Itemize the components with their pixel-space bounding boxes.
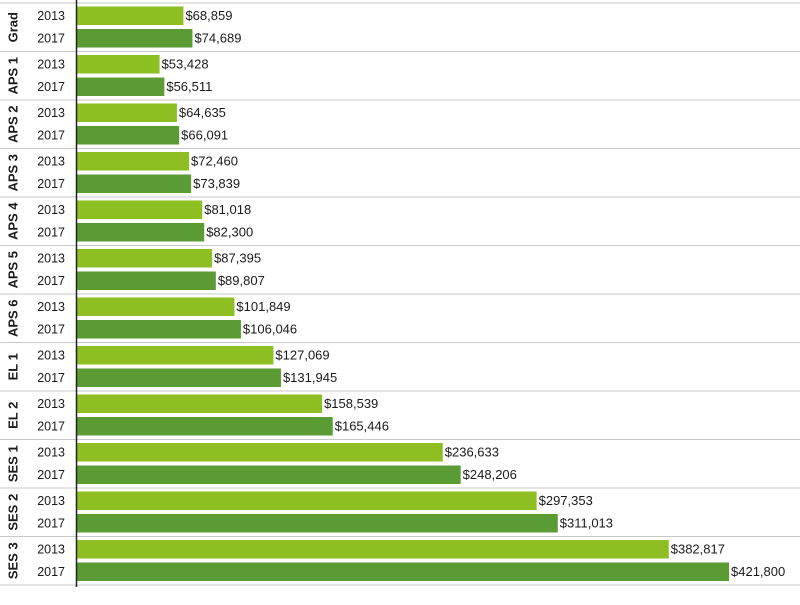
bar-2017 [77,271,216,290]
value-label: $382,817 [671,542,725,557]
group-label: APS 6 [5,299,20,337]
bar-2017 [77,29,193,48]
value-label: $64,635 [179,105,226,120]
bar-2017 [77,174,192,193]
value-label: $68,859 [185,8,232,23]
bar-2013 [77,394,323,413]
group-label: APS 1 [5,57,20,95]
group-label: APS 5 [5,251,20,289]
year-label: 2013 [37,300,65,314]
year-label: 2017 [37,468,65,482]
year-label: 2017 [37,32,65,46]
value-label: $56,511 [166,79,212,94]
year-label: 2013 [37,106,65,120]
value-label: $297,353 [539,493,593,508]
value-label: $158,539 [324,396,378,411]
group-label: APS 3 [5,154,20,192]
value-label: $82,300 [206,225,253,240]
bar-2017 [77,77,165,96]
bar-2013 [77,297,235,316]
bar-2013 [77,491,537,510]
value-label: $66,091 [181,128,228,143]
year-label: 2017 [37,80,65,94]
year-label: 2017 [37,226,65,240]
bar-2013 [77,200,203,219]
year-label: 2017 [37,177,65,191]
value-label: $236,633 [445,445,499,460]
year-label: 2013 [37,349,65,363]
year-label: 2017 [37,129,65,143]
value-label: $81,018 [204,202,251,217]
value-label: $165,446 [335,419,389,434]
value-label: $74,689 [194,31,241,46]
value-label: $421,800 [731,564,785,579]
year-label: 2013 [37,203,65,217]
value-label: $311,013 [560,516,613,531]
year-label: 2013 [37,543,65,557]
value-label: $131,945 [283,370,337,385]
bar-2017 [77,417,333,436]
bar-2013 [77,55,160,74]
value-label: $87,395 [214,251,261,266]
group-label: Grad [5,12,20,42]
value-label: $101,849 [236,299,290,314]
year-label: 2017 [37,274,65,288]
year-label: 2017 [37,371,65,385]
bar-2013 [77,249,213,268]
year-label: 2013 [37,397,65,411]
value-label: $72,460 [191,154,238,169]
group-label: SES 1 [5,445,20,482]
year-label: 2017 [37,517,65,531]
year-label: 2017 [37,420,65,434]
bar-2017 [77,223,205,242]
value-label: $127,069 [275,348,329,363]
group-label: SES 2 [5,494,20,531]
group-label: EL 1 [5,353,20,380]
year-label: 2017 [37,565,65,579]
value-label: $89,807 [218,273,265,288]
group-label: EL 2 [5,402,20,429]
value-label: $106,046 [243,322,297,337]
bar-2013 [77,443,443,462]
year-label: 2013 [37,446,65,460]
group-label: APS 2 [5,105,20,143]
bar-2013 [77,103,177,122]
bar-2013 [77,540,669,559]
group-label: SES 3 [5,542,20,579]
year-label: 2013 [37,494,65,508]
bar-2013 [77,152,190,171]
bar-2013 [77,346,274,365]
bar-2013 [77,6,184,25]
group-label: APS 4 [5,202,20,240]
year-label: 2013 [37,9,65,23]
bar-2017 [77,320,241,339]
value-label: $248,206 [463,467,517,482]
bar-2017 [77,514,558,533]
year-label: 2017 [37,323,65,337]
value-label: $73,839 [193,176,240,191]
value-label: $53,428 [162,57,209,72]
bar-2017 [77,562,729,581]
bar-2017 [77,368,281,387]
year-label: 2013 [37,252,65,266]
year-label: 2013 [37,58,65,72]
year-label: 2013 [37,155,65,169]
bar-2017 [77,465,461,484]
bar-2017 [77,126,180,145]
